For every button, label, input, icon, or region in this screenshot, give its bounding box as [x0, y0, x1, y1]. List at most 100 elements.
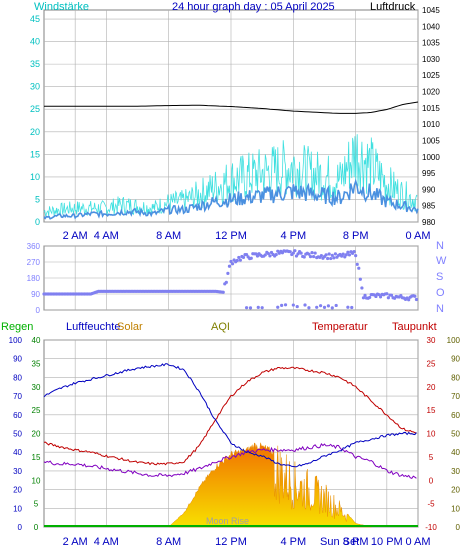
- direction-point: [244, 253, 249, 257]
- compass-n-bottom: N: [436, 303, 444, 315]
- compass-w: W: [436, 255, 447, 267]
- direction-point: [293, 249, 297, 253]
- compass-n-top: N: [436, 240, 444, 252]
- solar-y-tick-label: 20: [451, 486, 460, 495]
- rain-y-tick-label: 10: [32, 476, 41, 485]
- rain-y-tick-label: 25: [32, 406, 41, 415]
- solar-y-tick-label: 40: [451, 448, 460, 457]
- direction-point: [326, 304, 330, 308]
- climate-panel: 01020304050607080901000510152025303540-1…: [9, 336, 461, 548]
- humidity-y-tick-label: 30: [13, 467, 22, 476]
- legend-temperatur: Temperatur: [312, 321, 368, 333]
- direction-point: [235, 258, 239, 263]
- humidity-series-line: [43, 363, 417, 468]
- direction-point: [260, 306, 264, 310]
- direction-point: [414, 297, 419, 302]
- direction-point: [361, 296, 366, 300]
- temperature-y-tick-label: 5: [429, 453, 434, 462]
- solar-y-tick-label: 70: [451, 392, 460, 401]
- wind-x-tick-label: 2 AM: [63, 230, 88, 242]
- humidity-y-tick-label: 0: [18, 523, 23, 532]
- wind-y-tick-label: 25: [30, 104, 40, 114]
- direction-point: [244, 306, 249, 310]
- direction-point: [386, 296, 390, 300]
- temperature-y-tick-label: 20: [427, 383, 436, 392]
- direction-point: [326, 256, 330, 261]
- climate-x-tick-label: 8 AM: [156, 536, 181, 548]
- direction-point: [333, 252, 338, 256]
- direction-point: [268, 254, 272, 258]
- legend-aqi: AQI: [211, 321, 230, 333]
- direction-y-tick-label: 90: [31, 290, 40, 299]
- direction-point: [368, 295, 372, 300]
- temperature-y-tick-label: -5: [427, 500, 435, 509]
- direction-point: [291, 251, 295, 255]
- direction-point: [352, 250, 356, 254]
- direction-point: [347, 253, 352, 257]
- direction-point: [249, 256, 253, 260]
- direction-point: [389, 293, 394, 297]
- climate-x-tick-label: 10 PM: [371, 536, 403, 548]
- temperature-y-tick-label: 10: [427, 430, 436, 439]
- solar-y-tick-label: 50: [451, 430, 460, 439]
- direction-point: [302, 255, 306, 259]
- direction-point: [344, 253, 348, 257]
- wind-y-tick-label: 35: [30, 59, 40, 69]
- climate-x-tick-label: 4 PM: [280, 536, 306, 548]
- wind-y-tick-label: 45: [30, 14, 40, 24]
- humidity-y-tick-label: 50: [13, 430, 22, 439]
- direction-point: [230, 262, 235, 266]
- pressure-y-tick-label: 1010: [422, 120, 440, 129]
- direction-point: [358, 277, 362, 281]
- direction-point: [241, 255, 246, 260]
- rain-y-tick-label: 40: [32, 336, 41, 345]
- direction-point: [332, 256, 336, 260]
- direction-point: [221, 290, 225, 294]
- wind-y-tick-label: 15: [30, 149, 40, 159]
- direction-point: [310, 250, 314, 255]
- direction-point: [237, 255, 241, 260]
- direction-point: [307, 306, 311, 310]
- wind-speed-label: Windstärke: [34, 1, 90, 13]
- direction-point: [299, 251, 303, 255]
- direction-point: [407, 298, 411, 302]
- direction-point: [355, 262, 359, 266]
- direction-point: [413, 294, 417, 298]
- direction-point: [346, 250, 350, 254]
- direction-point: [330, 253, 334, 257]
- pressure-y-tick-label: 1035: [422, 39, 440, 48]
- temperature-series-line: [43, 366, 417, 466]
- direction-point: [313, 251, 317, 255]
- rain-y-tick-label: 15: [32, 453, 41, 462]
- humidity-y-tick-label: 100: [9, 336, 23, 345]
- pressure-y-tick-label: 980: [422, 218, 436, 227]
- direction-point: [263, 253, 267, 257]
- rain-y-tick-label: 35: [32, 359, 41, 368]
- wind-y-tick-label: 20: [30, 127, 40, 137]
- direction-point: [341, 252, 345, 256]
- climate-x-tick-label: 12 PM: [215, 536, 247, 548]
- pressure-label: Luftdruck: [370, 1, 416, 13]
- direction-point: [295, 304, 299, 309]
- legend-regen: Regen: [1, 321, 34, 333]
- sun-set-annotation: Sun Set: [320, 536, 359, 548]
- pressure-y-tick-label: 1025: [422, 71, 440, 80]
- pressure-series-line: [44, 101, 419, 114]
- direction-point: [329, 256, 333, 261]
- direction-point: [379, 295, 383, 299]
- direction-point: [296, 252, 300, 256]
- pressure-y-tick-label: 995: [422, 169, 436, 178]
- direction-point: [385, 292, 389, 296]
- legend-taupunkt: Taupunkt: [392, 321, 437, 333]
- wind-series-line: [43, 178, 419, 220]
- direction-point: [283, 303, 288, 307]
- temperature-y-tick-label: -10: [425, 523, 437, 532]
- humidity-y-tick-label: 60: [13, 411, 22, 420]
- direction-point: [319, 304, 323, 308]
- wind-x-tick-label: 8 AM: [156, 230, 181, 242]
- rain-y-tick-label: 0: [34, 523, 39, 532]
- direction-point: [276, 305, 280, 309]
- direction-point: [360, 286, 364, 290]
- wind-pressure-panel: 0510152025303540459809859909951000100510…: [30, 6, 440, 242]
- dewpoint-series-line: [43, 443, 417, 480]
